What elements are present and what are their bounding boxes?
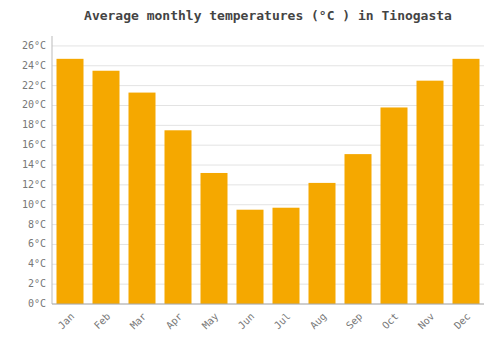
bar — [381, 107, 408, 304]
grid-line — [52, 45, 484, 46]
bar — [129, 93, 156, 304]
y-tick-label: 12°C — [22, 179, 46, 190]
x-tick-label: Jun — [236, 311, 257, 332]
y-tick-label: 2°C — [28, 278, 46, 289]
x-tick-label: Jan — [56, 311, 77, 332]
x-axis-line — [52, 304, 484, 305]
y-axis-line — [52, 36, 53, 304]
bar — [201, 173, 228, 304]
y-tick-label: 22°C — [22, 80, 46, 91]
chart-svg: Average monthly temperatures (°C ) in Ti… — [0, 0, 500, 350]
grid-line — [52, 304, 484, 305]
bar — [93, 71, 120, 304]
chart-title: Average monthly temperatures (°C ) in Ti… — [84, 8, 452, 23]
y-tick-label: 24°C — [22, 60, 46, 71]
bar — [345, 154, 372, 304]
bar — [57, 59, 84, 304]
x-axis: Jan Feb Mar Apr May Jun Jul Aug Sep Oct Nov Dec — [52, 304, 484, 331]
y-tick-label: 14°C — [22, 159, 46, 170]
x-tick-label: Sep — [344, 311, 365, 332]
chart-container: Average monthly temperatures (°C ) in Ti… — [0, 0, 500, 350]
y-tick-label: 0°C — [28, 298, 46, 309]
x-tick-label: Nov — [416, 311, 437, 332]
y-tick-label: 16°C — [22, 139, 46, 150]
bar — [165, 130, 192, 304]
x-tick-label: May — [200, 311, 221, 332]
bar — [453, 59, 480, 304]
bar — [273, 208, 300, 304]
grid-line — [52, 65, 484, 66]
x-tick-label: Dec — [452, 311, 473, 332]
y-tick-label: 26°C — [22, 40, 46, 51]
y-tick-label: 4°C — [28, 258, 46, 269]
grid — [52, 46, 484, 304]
x-tick-label: Jul — [272, 311, 293, 332]
y-tick-label: 18°C — [22, 119, 46, 130]
bar — [237, 210, 264, 304]
bar — [309, 183, 336, 304]
y-tick-label: 10°C — [22, 199, 46, 210]
y-tick-label: 20°C — [22, 99, 46, 110]
bars — [57, 59, 480, 304]
x-tick-label: Mar — [128, 311, 149, 332]
bar — [417, 81, 444, 304]
x-tick-label: Apr — [164, 311, 185, 332]
y-axis: 0°C 2°C 4°C 6°C 8°C 10°C 12°C 14°C 16°C 18°C 20°C 2… — [22, 36, 52, 309]
x-tick-label: Feb — [92, 311, 113, 332]
y-tick-label: 8°C — [28, 219, 46, 230]
y-tick-label: 6°C — [28, 238, 46, 249]
x-tick-label: Oct — [380, 311, 401, 332]
x-tick-label: Aug — [308, 311, 329, 332]
